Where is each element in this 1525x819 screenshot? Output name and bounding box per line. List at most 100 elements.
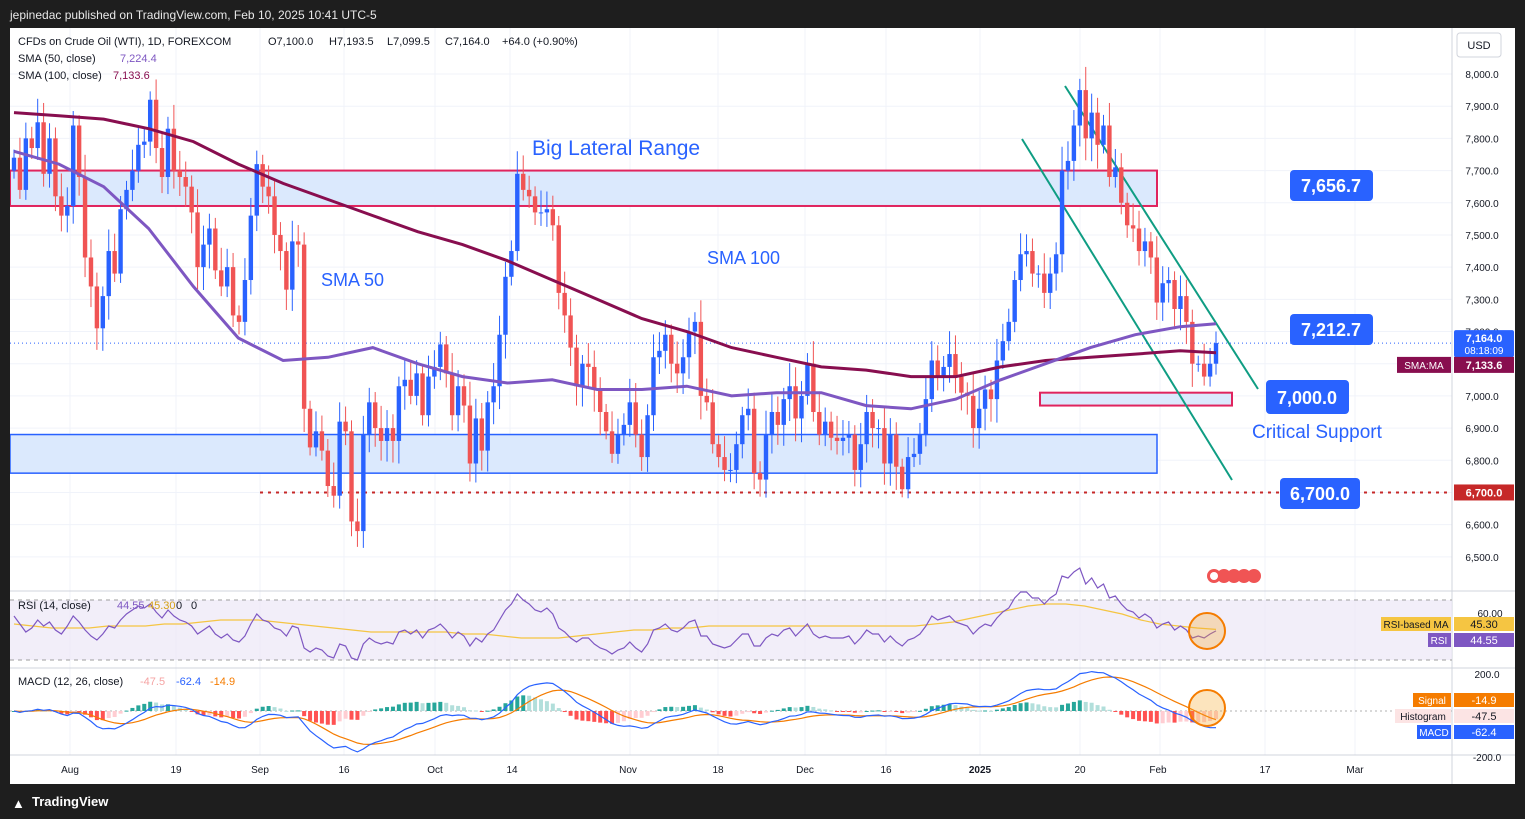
candle-body (349, 431, 354, 522)
candle-body (207, 228, 212, 245)
candle-body (41, 122, 46, 174)
histogram-bar (633, 711, 638, 718)
svg-text:08:18:09: 08:18:09 (1465, 346, 1504, 357)
candle-body (899, 466, 905, 490)
chart-svg[interactable]: CFDs on Crude Oil (WTI), 1D, FOREXCOM O7… (9, 28, 1515, 784)
histogram-bar (1119, 711, 1124, 715)
candle-body (521, 173, 526, 190)
svg-text:-14.9: -14.9 (1471, 695, 1496, 707)
candle-body (224, 267, 230, 287)
histogram-bar (627, 711, 632, 719)
histogram-bar (852, 711, 857, 713)
candle-body (219, 270, 224, 287)
legend-sma50-value: 7,224.4 (120, 53, 157, 65)
histogram-bar (994, 709, 999, 711)
histogram-bar (1214, 711, 1218, 719)
candle-body (911, 453, 917, 458)
candle-body (971, 395, 976, 429)
candle-body (834, 437, 840, 441)
candle-body (929, 360, 934, 400)
histogram-bar (716, 711, 721, 715)
price-tick-label: 7,600.0 (1465, 199, 1499, 210)
chart-frame: CFDs on Crude Oil (WTI), 1D, FOREXCOM O7… (9, 28, 1515, 784)
time-tick-label: Sep (251, 765, 269, 776)
histogram-bar (130, 707, 135, 711)
macd-title: MACD (12, 26, close) (18, 676, 123, 688)
histogram-bar (290, 710, 295, 712)
macd-highlight-circle (1188, 689, 1226, 727)
candle-body (1059, 170, 1065, 255)
histogram-bar (237, 711, 242, 719)
main-pane[interactable] (10, 28, 1452, 591)
events-icon[interactable] (1207, 569, 1261, 583)
candle-body (1172, 280, 1177, 309)
candle-body (307, 408, 313, 448)
histogram-bar (781, 708, 786, 711)
candle-body (828, 421, 834, 438)
candle-body (236, 315, 242, 322)
histogram-bar (171, 706, 176, 711)
rsi-value-1: 44.55 (117, 600, 145, 612)
histogram-bar (521, 695, 526, 711)
currency-button[interactable] (1456, 32, 1502, 58)
sma50-annotation: SMA 50 (321, 270, 384, 290)
histogram-bar (142, 703, 147, 711)
price-tick-label: 6,600.0 (1465, 521, 1499, 532)
histogram-bar (692, 705, 697, 711)
histogram-bar (746, 711, 751, 713)
time-tick-label: Aug (61, 765, 79, 776)
currency-label: USD (1467, 40, 1490, 52)
histogram-bar (1131, 711, 1136, 720)
histogram-bar (586, 711, 591, 722)
candle-body (76, 125, 82, 178)
candle-body (254, 164, 259, 216)
candle-body (473, 418, 479, 464)
histogram-bar (562, 711, 567, 713)
histogram-bar (467, 710, 472, 712)
critical-support-zone (1039, 391, 1233, 407)
histogram-bar (651, 711, 656, 713)
candle-body (213, 228, 218, 271)
sma50-line (13, 149, 1217, 411)
candle-body (467, 405, 473, 464)
candle-body (586, 363, 591, 367)
histogram-bar (325, 711, 330, 725)
candle-body (574, 347, 579, 387)
histogram-bar (734, 711, 739, 716)
sma100-line (13, 111, 1217, 379)
candle-body (331, 486, 336, 496)
candle-body (1065, 160, 1071, 171)
time-axis-ticks[interactable]: Aug 19 Sep 16 Oct 14 Nov 18 Dec 16 2025 20 Feb 17 Mar (61, 765, 1364, 776)
price-tick-label: 6,900.0 (1465, 424, 1499, 435)
publisher-text: jepinedac published on TradingView.com, … (10, 8, 377, 22)
candle-body (142, 141, 147, 145)
candle-body (449, 373, 455, 416)
histogram-bar (687, 705, 692, 711)
svg-text:7,164.0: 7,164.0 (1466, 333, 1503, 345)
channel-lower-line (1021, 138, 1233, 481)
svg-text:44.55: 44.55 (1470, 635, 1498, 647)
candle-body (823, 421, 828, 435)
histogram-bar (722, 711, 727, 716)
histogram-bar (100, 711, 105, 721)
candle-body (651, 357, 656, 416)
histogram-bar (645, 711, 650, 716)
histogram-bar (361, 711, 366, 716)
big-lateral-range-bottom-zone (9, 433, 1158, 474)
candle-body (751, 408, 757, 474)
rsi-value-4: 0 (191, 600, 197, 612)
histogram-bar (917, 710, 922, 712)
time-tick-label: Nov (619, 765, 637, 776)
candle-body (686, 331, 692, 358)
histogram-bar (225, 711, 230, 717)
histogram-bar (438, 701, 443, 711)
candle-body (147, 99, 153, 142)
histogram-bar (77, 711, 82, 712)
histogram-bar (302, 711, 307, 717)
histogram-bar (1012, 705, 1017, 711)
rsi-value-2: 45.30 (148, 600, 176, 612)
candle-body (976, 408, 982, 429)
histogram-bar (793, 707, 798, 711)
histogram-bar (509, 700, 514, 711)
histogram-bar (769, 710, 774, 712)
